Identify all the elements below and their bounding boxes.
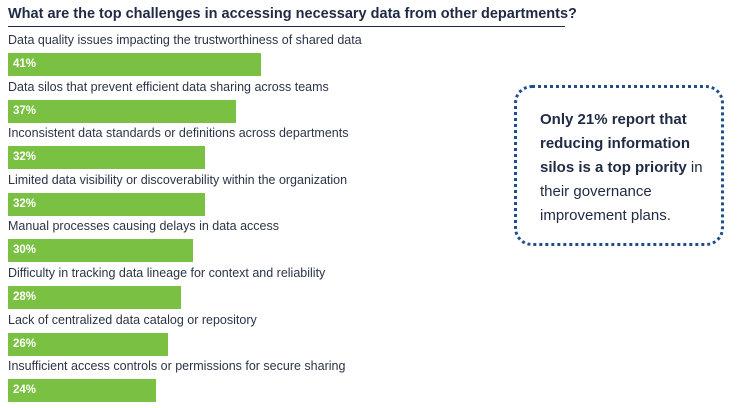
bar — [8, 379, 157, 403]
bar — [8, 146, 206, 170]
bar-value-label: 32% — [13, 151, 37, 164]
category-label: Insufficient access controls or permissi… — [8, 359, 346, 374]
bar-row: Insufficient access controls or permissi… — [0, 356, 500, 403]
bar-value-label: 28% — [13, 291, 37, 303]
bar — [8, 99, 237, 123]
category-label: Inconsistent data standards or definitio… — [8, 126, 349, 141]
bar-row: Difficulty in tracking data lineage for … — [0, 263, 500, 309]
category-label: Data quality issues impacting the trustw… — [8, 33, 362, 47]
callout-text: Only 21% report that reducing informatio… — [540, 108, 720, 228]
bar-value-label: 24% — [13, 384, 37, 397]
title-underline — [8, 26, 565, 27]
bar-value-label: 41% — [13, 58, 37, 70]
bar — [8, 332, 169, 356]
bar-row: Inconsistent data standards or definitio… — [0, 123, 500, 170]
chart-title: What are the top challenges in accessing… — [8, 6, 577, 22]
bar-row: Data quality issues impacting the trustw… — [0, 30, 500, 76]
callout-box: Only 21% report that reducing informatio… — [514, 85, 724, 246]
bar-row: Data silos that prevent efficient data s… — [0, 77, 500, 123]
category-label: Data silos that prevent efficient data s… — [8, 79, 329, 94]
category-label: Manual processes causing delays in data … — [8, 219, 279, 234]
bar-row: Limited data visibility or discoverabili… — [0, 170, 500, 216]
bar — [8, 239, 194, 263]
category-label: Difficulty in tracking data lineage for … — [8, 266, 326, 280]
bar — [8, 53, 261, 76]
category-label: Lack of centralized data catalog or repo… — [8, 312, 257, 327]
bar-row: Manual processes causing delays in data … — [0, 216, 500, 263]
bar — [8, 192, 206, 216]
bar-value-label: 26% — [13, 337, 37, 350]
callout-highlight: Only 21% report that reducing informatio… — [540, 111, 690, 176]
bar-value-label: 32% — [13, 197, 37, 210]
category-label: Limited data visibility or discoverabili… — [8, 172, 348, 187]
bar-value-label: 30% — [13, 244, 37, 257]
callout-rest: in their governance improvement plans. — [540, 159, 703, 224]
bar-row: Lack of centralized data catalog or repo… — [0, 310, 500, 356]
bar — [8, 286, 181, 309]
bar-chart: Data quality issues impacting the trustw… — [0, 30, 500, 408]
bar-value-label: 37% — [13, 104, 37, 117]
